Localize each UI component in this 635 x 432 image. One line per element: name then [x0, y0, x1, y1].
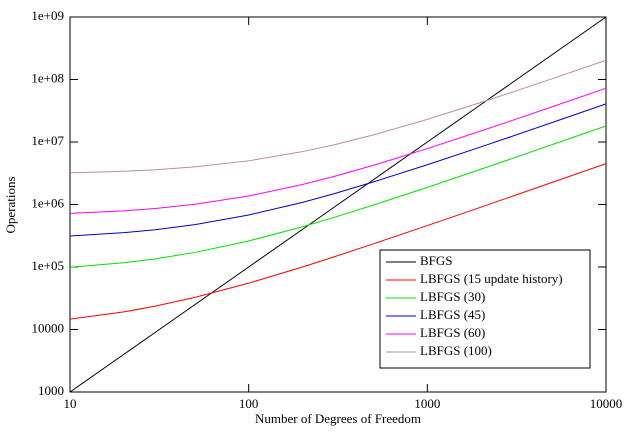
- series-line: [69, 125, 607, 268]
- y-tick-label: 1e+06: [31, 195, 64, 210]
- y-tick-label: 1e+05: [31, 258, 64, 273]
- legend-label: LBFGS (100): [420, 343, 492, 358]
- x-tick-label: 10: [64, 396, 77, 411]
- x-tick-label: 100: [239, 396, 259, 411]
- x-tick-label: 1000: [414, 396, 440, 411]
- series-line: [69, 16, 607, 393]
- legend-label: BFGS: [420, 253, 453, 268]
- legend-label: LBFGS (60): [420, 325, 485, 340]
- y-tick-label: 1e+08: [31, 70, 64, 85]
- y-tick-label: 1e+07: [31, 133, 64, 148]
- legend-box: [379, 249, 591, 369]
- x-tick-label: 10000: [590, 396, 623, 411]
- x-axis-label: Number of Degrees of Freedom: [255, 411, 421, 426]
- y-tick-label: 10000: [32, 320, 65, 335]
- y-tick-label: 1000: [38, 383, 64, 398]
- series-line: [69, 59, 607, 174]
- y-tick-label: 1e+09: [31, 8, 64, 23]
- y-axis-label: Operations: [3, 176, 18, 233]
- series-line: [69, 163, 607, 320]
- legend-label: LBFGS (30): [420, 289, 485, 304]
- series-line: [69, 87, 607, 214]
- legend-label: LBFGS (45): [420, 307, 485, 322]
- series-line: [69, 103, 607, 237]
- legend-label: LBFGS (15 update history): [420, 271, 563, 286]
